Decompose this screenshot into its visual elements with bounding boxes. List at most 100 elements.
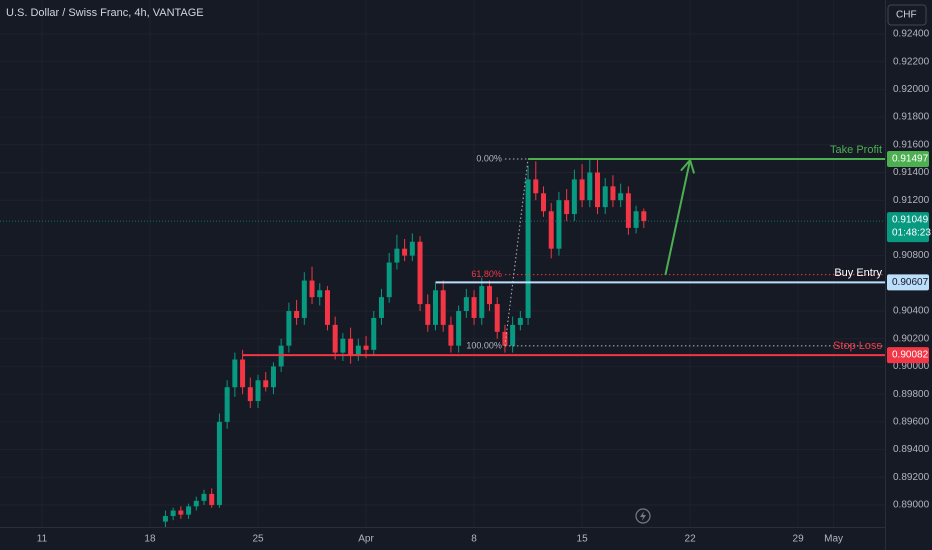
level-price: 0.90607 xyxy=(892,277,929,288)
candle-body xyxy=(494,304,500,332)
candle-body xyxy=(178,510,184,515)
candle-body xyxy=(216,421,222,505)
candle-body xyxy=(378,297,384,318)
candle-body xyxy=(294,311,300,318)
candle-body xyxy=(448,324,454,346)
candle-body xyxy=(595,172,601,208)
candle-body xyxy=(270,366,276,388)
candle-body xyxy=(587,172,593,201)
candle-body xyxy=(324,290,330,325)
candle-body xyxy=(371,317,377,350)
arrow-shaft xyxy=(664,159,692,276)
candle-body xyxy=(425,304,431,325)
grid xyxy=(0,0,885,527)
x-tick-label: 22 xyxy=(685,534,697,545)
candle-body xyxy=(255,380,261,402)
candle-body xyxy=(486,286,492,305)
candle-body xyxy=(240,359,246,388)
countdown: 01:48:23 xyxy=(892,228,931,239)
level-name: Stop Loss xyxy=(833,340,882,352)
y-tick-label: 0.90800 xyxy=(893,250,930,261)
candle-body xyxy=(548,211,554,249)
last-price: 0.91049 xyxy=(892,215,929,226)
fib-label: 61.80% xyxy=(471,269,502,279)
plot: 0.00% 61.80% 100.00% Take Profit Buy Entry St… xyxy=(0,144,885,528)
y-tick-label: 0.90200 xyxy=(893,333,930,344)
candle-body xyxy=(363,345,369,350)
x-tick-label: 8 xyxy=(471,534,477,545)
candle-body xyxy=(510,324,516,346)
arrow-head xyxy=(680,157,696,174)
replay-icon[interactable] xyxy=(635,508,651,524)
candle-body xyxy=(301,280,307,318)
level-price: 0.91497 xyxy=(892,154,929,165)
candle-body xyxy=(286,311,292,346)
candle-body xyxy=(618,193,624,201)
y-tick-label: 0.89000 xyxy=(893,500,930,511)
candle-body xyxy=(186,506,192,515)
x-tick-label: Apr xyxy=(358,534,374,545)
y-tick-label: 0.89600 xyxy=(893,416,930,427)
candle-body xyxy=(602,186,608,208)
candle-body xyxy=(162,516,168,522)
currency: CHF xyxy=(896,10,917,21)
candle-body xyxy=(525,179,531,318)
fib-label: 100.00% xyxy=(466,340,502,350)
x-tick-label: 29 xyxy=(793,534,805,545)
candle-body xyxy=(201,493,207,501)
candle-body xyxy=(479,286,485,318)
candle-body xyxy=(193,500,199,507)
currency-box[interactable] xyxy=(887,4,927,26)
candle-body xyxy=(332,324,338,353)
candle-body xyxy=(417,241,423,305)
candle-body xyxy=(463,297,469,312)
candle-body xyxy=(564,200,570,215)
level-price-box xyxy=(887,347,929,364)
candle-body xyxy=(432,290,438,325)
y-tick-label: 0.90000 xyxy=(893,361,930,372)
candle-body xyxy=(571,179,577,215)
candle-body xyxy=(502,331,508,346)
candle-body xyxy=(633,211,639,228)
candle-body xyxy=(247,387,253,402)
x-tick-label: 25 xyxy=(252,534,264,545)
candle-body xyxy=(263,380,269,388)
level-price-box xyxy=(887,151,929,168)
candle-body xyxy=(471,297,477,318)
candle-body xyxy=(394,248,400,263)
candle-body xyxy=(456,311,462,346)
candle-body xyxy=(556,200,562,249)
candle-body xyxy=(540,193,546,212)
x-tick-label: 11 xyxy=(37,534,48,545)
level-price: 0.90082 xyxy=(892,350,929,361)
chart-title: U.S. Dollar / Swiss Franc, 4h, VANTAGE xyxy=(6,7,204,19)
y-tick-label: 0.92400 xyxy=(893,29,930,40)
candle-body xyxy=(340,338,346,353)
candle-body xyxy=(209,493,215,505)
y-tick-label: 0.92000 xyxy=(893,84,930,95)
x-tick-label: 18 xyxy=(144,534,156,545)
candle-body xyxy=(517,317,523,325)
x-tick-label: May xyxy=(824,534,843,545)
x-tick-label: 15 xyxy=(577,534,589,545)
y-tick-label: 0.89400 xyxy=(893,444,930,455)
candle-body xyxy=(170,510,176,517)
candle-body xyxy=(224,387,230,422)
candle-body xyxy=(317,290,323,298)
y-tick-label: 0.92200 xyxy=(893,56,930,67)
level-price-box xyxy=(887,274,929,291)
y-tick-label: 0.91400 xyxy=(893,167,930,178)
y-tick-label: 0.90400 xyxy=(893,306,930,317)
candle-body xyxy=(355,345,361,356)
level-name: Buy Entry xyxy=(834,267,882,279)
candle-body xyxy=(348,338,354,356)
candle-body xyxy=(309,280,315,298)
candle-body xyxy=(610,186,616,201)
level-name: Take Profit xyxy=(830,144,882,156)
fib-label: 0.00% xyxy=(476,153,502,163)
y-tick-label: 0.91600 xyxy=(893,139,930,150)
candle-body xyxy=(402,248,408,256)
fib-trend xyxy=(504,158,529,346)
